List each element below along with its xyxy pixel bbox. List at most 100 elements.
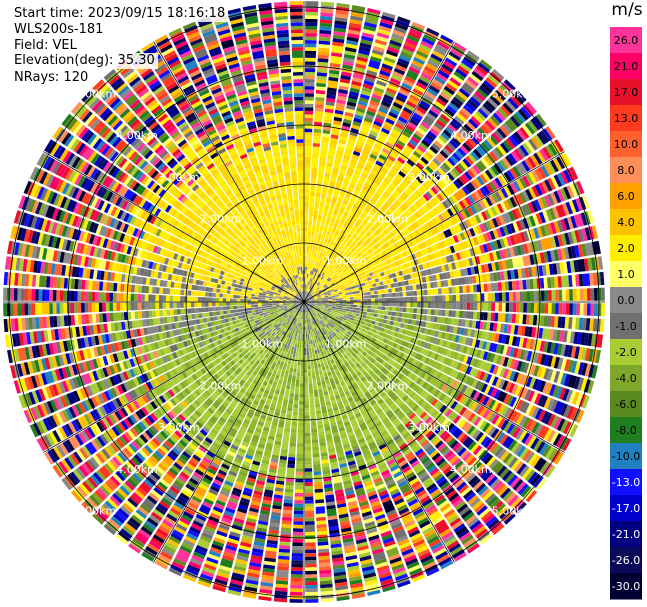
range-gate [521, 205, 529, 216]
range-gate [194, 291, 202, 297]
range-gate [413, 56, 426, 65]
range-gate [313, 125, 322, 130]
range-gate [372, 45, 385, 53]
range-gate [406, 291, 410, 297]
range-gate [257, 193, 263, 199]
range-gate [430, 53, 443, 63]
range-gate [279, 257, 283, 262]
range-gate [482, 233, 489, 243]
range-gate [162, 75, 176, 88]
range-gate [342, 297, 350, 300]
range-gate [297, 259, 300, 264]
range-gate [339, 296, 343, 299]
range-gate [338, 245, 344, 251]
range-gate [205, 74, 218, 85]
range-gate [311, 282, 314, 287]
range-gate [274, 108, 284, 114]
range-gate [385, 141, 394, 149]
range-gate [519, 291, 524, 302]
range-gate [368, 185, 377, 195]
range-gate [271, 214, 277, 220]
range-gate [334, 109, 344, 115]
range-gate [395, 64, 407, 72]
range-gate [382, 59, 395, 67]
range-gate [487, 117, 498, 129]
range-gate [278, 133, 286, 138]
range-gate [295, 270, 298, 275]
range-gate [439, 150, 449, 159]
range-gate [371, 182, 379, 189]
range-gate [361, 35, 374, 42]
range-gate [300, 277, 302, 281]
range-gate [402, 44, 416, 53]
range-gate [509, 247, 515, 257]
range-gate [304, 181, 310, 186]
range-gate [354, 185, 362, 192]
range-gate [275, 213, 281, 218]
range-gate [376, 260, 388, 269]
range-gate [377, 208, 385, 215]
range-gate [476, 175, 485, 186]
range-gate [498, 292, 503, 302]
range-gate [328, 286, 333, 289]
range-gate [174, 69, 186, 78]
range-gate [315, 104, 324, 109]
range-gate [371, 261, 377, 267]
range-gate [210, 135, 220, 143]
range-gate [289, 273, 293, 277]
range-gate [284, 267, 290, 275]
range-gate [296, 224, 300, 228]
range-gate [449, 206, 457, 215]
range-gate [328, 236, 333, 241]
range-gate [513, 269, 519, 279]
range-gate [290, 25, 303, 30]
range-gate [343, 231, 348, 237]
range-gate [492, 112, 504, 124]
range-gate [304, 171, 311, 179]
range-gate [408, 66, 421, 75]
range-gate [502, 248, 509, 259]
range-gate [318, 51, 330, 56]
range-gate [294, 96, 304, 101]
range-gate [556, 220, 564, 233]
range-gate [425, 165, 434, 174]
range-gate [318, 47, 330, 52]
range-gate [3, 287, 7, 301]
range-gate [353, 213, 360, 219]
range-gate [307, 231, 312, 239]
range-gate [305, 50, 317, 55]
range-gate [350, 195, 357, 201]
range-gate [304, 185, 310, 189]
range-gate [251, 195, 259, 204]
range-gate [424, 179, 433, 188]
range-gate [574, 229, 581, 243]
range-gate [337, 250, 344, 258]
range-gate [197, 296, 202, 302]
range-gate [322, 129, 331, 135]
range-gate [312, 279, 316, 283]
range-gate [315, 196, 321, 201]
range-gate [331, 293, 336, 296]
range-gate [376, 137, 386, 144]
range-gate [333, 27, 346, 33]
range-gate [262, 31, 275, 37]
range-gate [196, 110, 207, 118]
range-gate [356, 257, 362, 263]
range-gate [264, 41, 276, 47]
range-gate [346, 217, 352, 223]
range-gate [455, 202, 463, 211]
range-gate [330, 134, 339, 140]
range-gate [366, 191, 373, 198]
range-gate [440, 132, 451, 141]
range-gate [509, 235, 516, 246]
range-gate [212, 155, 221, 163]
range-gate [231, 283, 236, 287]
range-gate [258, 81, 269, 88]
range-gate [360, 172, 368, 179]
range-gate [425, 133, 435, 142]
range-gate [509, 167, 519, 179]
range-gate [311, 224, 316, 232]
range-gate [257, 122, 266, 128]
range-gate [479, 244, 485, 254]
range-gate [367, 107, 377, 114]
